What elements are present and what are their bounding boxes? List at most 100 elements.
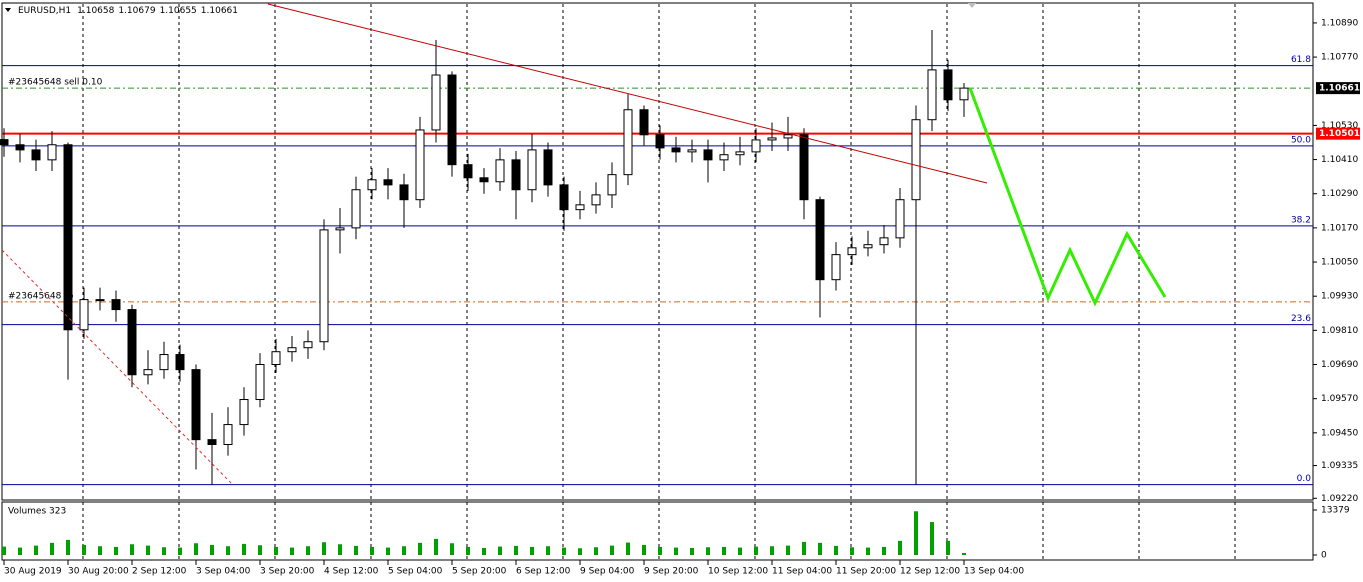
- candle-body: [79, 299, 89, 331]
- candle-body: [655, 134, 665, 149]
- level-label: 1.10501: [1319, 129, 1360, 139]
- candle-body: [383, 179, 393, 186]
- candle-body: [207, 439, 217, 445]
- candle-body: [751, 139, 761, 153]
- volume-bar: [210, 544, 214, 555]
- volume-bar: [578, 548, 582, 555]
- volume-bar: [258, 545, 262, 555]
- volume-bar: [322, 542, 326, 555]
- volume-bar: [946, 540, 950, 555]
- candle-body: [527, 149, 537, 191]
- volume-bar: [882, 546, 886, 555]
- candle-body: [15, 144, 25, 151]
- candle-body: [47, 144, 57, 161]
- y-tick-label: 1.09220: [1321, 494, 1358, 504]
- candle-body: [767, 137, 777, 141]
- y-tick-label: 1.10050: [1321, 258, 1358, 268]
- trend-line: [267, 3, 988, 184]
- main-pane: [1, 2, 1314, 501]
- candle-body: [799, 134, 809, 201]
- volume-bar: [610, 545, 614, 555]
- candle-body: [735, 151, 745, 156]
- x-tick-label: 13 Sep 04:00: [964, 567, 1024, 577]
- y-tick-label: 1.09810: [1321, 326, 1358, 336]
- volume-bar: [914, 511, 918, 555]
- candle-body: [143, 369, 153, 376]
- candle-body: [543, 149, 553, 186]
- bid-label: 1.10661: [1319, 84, 1360, 94]
- forecast-arrows: [968, 87, 1167, 307]
- candle-body: [815, 199, 825, 281]
- candle-body: [63, 144, 73, 331]
- order-label: #23645648 tp: [8, 291, 74, 301]
- candle-body: [223, 424, 233, 445]
- volume-bar: [962, 552, 966, 555]
- volume-bar: [306, 546, 310, 555]
- candle-body: [159, 354, 169, 371]
- volume-bar: [162, 547, 166, 555]
- volume-bar: [754, 546, 758, 555]
- volume-bar: [466, 546, 470, 555]
- candle-body: [911, 119, 921, 201]
- volume-bar: [818, 542, 822, 555]
- x-tick-label: 2 Sep 12:00: [132, 567, 187, 577]
- x-tick-label: 12 Sep 12:00: [900, 567, 960, 577]
- volume-bar: [626, 542, 630, 555]
- volume-bar: [482, 547, 486, 555]
- candle-body: [95, 299, 105, 302]
- x-tick-label: 3 Sep 04:00: [196, 567, 251, 577]
- candle-body: [943, 69, 953, 101]
- candle-body: [863, 244, 873, 249]
- x-tick-label: 10 Sep 12:00: [708, 567, 768, 577]
- ohlc-high: 1.10679: [118, 6, 155, 16]
- candle-body: [927, 69, 937, 121]
- x-tick-label: 3 Sep 20:00: [260, 567, 315, 577]
- volume-bar: [98, 546, 102, 555]
- volume-bar: [34, 545, 38, 555]
- volume-bar: [50, 542, 54, 555]
- volume-bar: [706, 547, 710, 555]
- volume-bar: [898, 540, 902, 555]
- front-layer: 61.8 50.0 38.2 23.6 0.0 #23645648 sell 0.10 #2…: [0, 4, 1313, 559]
- volume-bar: [82, 544, 86, 555]
- volume-bar: [834, 545, 838, 555]
- volume-bar: [722, 546, 726, 555]
- volume-bar: [274, 546, 278, 555]
- volume-bar: [514, 545, 518, 555]
- candle-body: [271, 351, 281, 366]
- candle-body: [879, 237, 889, 246]
- candle-body: [447, 74, 457, 166]
- volume-bar: [226, 546, 230, 555]
- y-tick-label: 1.10410: [1321, 155, 1358, 165]
- volume-bar: [66, 539, 70, 555]
- candle-body: [591, 194, 601, 206]
- candle-body: [703, 149, 713, 161]
- volume-bar: [786, 545, 790, 555]
- candle-body: [671, 147, 681, 153]
- x-tick-label: 9 Sep 20:00: [644, 567, 699, 577]
- volume-bar: [434, 538, 438, 555]
- ohlc-open: 1.10658: [77, 6, 114, 16]
- candle-body: [431, 74, 441, 131]
- volume-bar: [194, 543, 198, 555]
- volume-bar: [770, 546, 774, 555]
- fib-label: 61.8: [1291, 55, 1311, 65]
- volume-bar: [930, 522, 934, 555]
- fib-label: 50.0: [1291, 135, 1311, 145]
- candle-body: [127, 309, 137, 376]
- candle-body: [783, 134, 793, 139]
- candle-body: [559, 184, 569, 211]
- y-tick-label: 1.10530: [1321, 121, 1358, 131]
- volume-bar: [642, 544, 646, 555]
- volume-bar: [658, 546, 662, 555]
- candle-body: [495, 159, 505, 183]
- volume-bar: [130, 544, 134, 555]
- candle-body: [175, 354, 185, 371]
- trend-line-dashed: [1, 249, 233, 485]
- chart-header: EURUSD,H1 1.10658 1.10679 1.10655 1.10661: [18, 6, 238, 16]
- x-tick-label: 9 Sep 04:00: [580, 567, 635, 577]
- level-box: [1316, 127, 1360, 140]
- candle-body: [191, 369, 201, 441]
- volume-bar: [402, 546, 406, 555]
